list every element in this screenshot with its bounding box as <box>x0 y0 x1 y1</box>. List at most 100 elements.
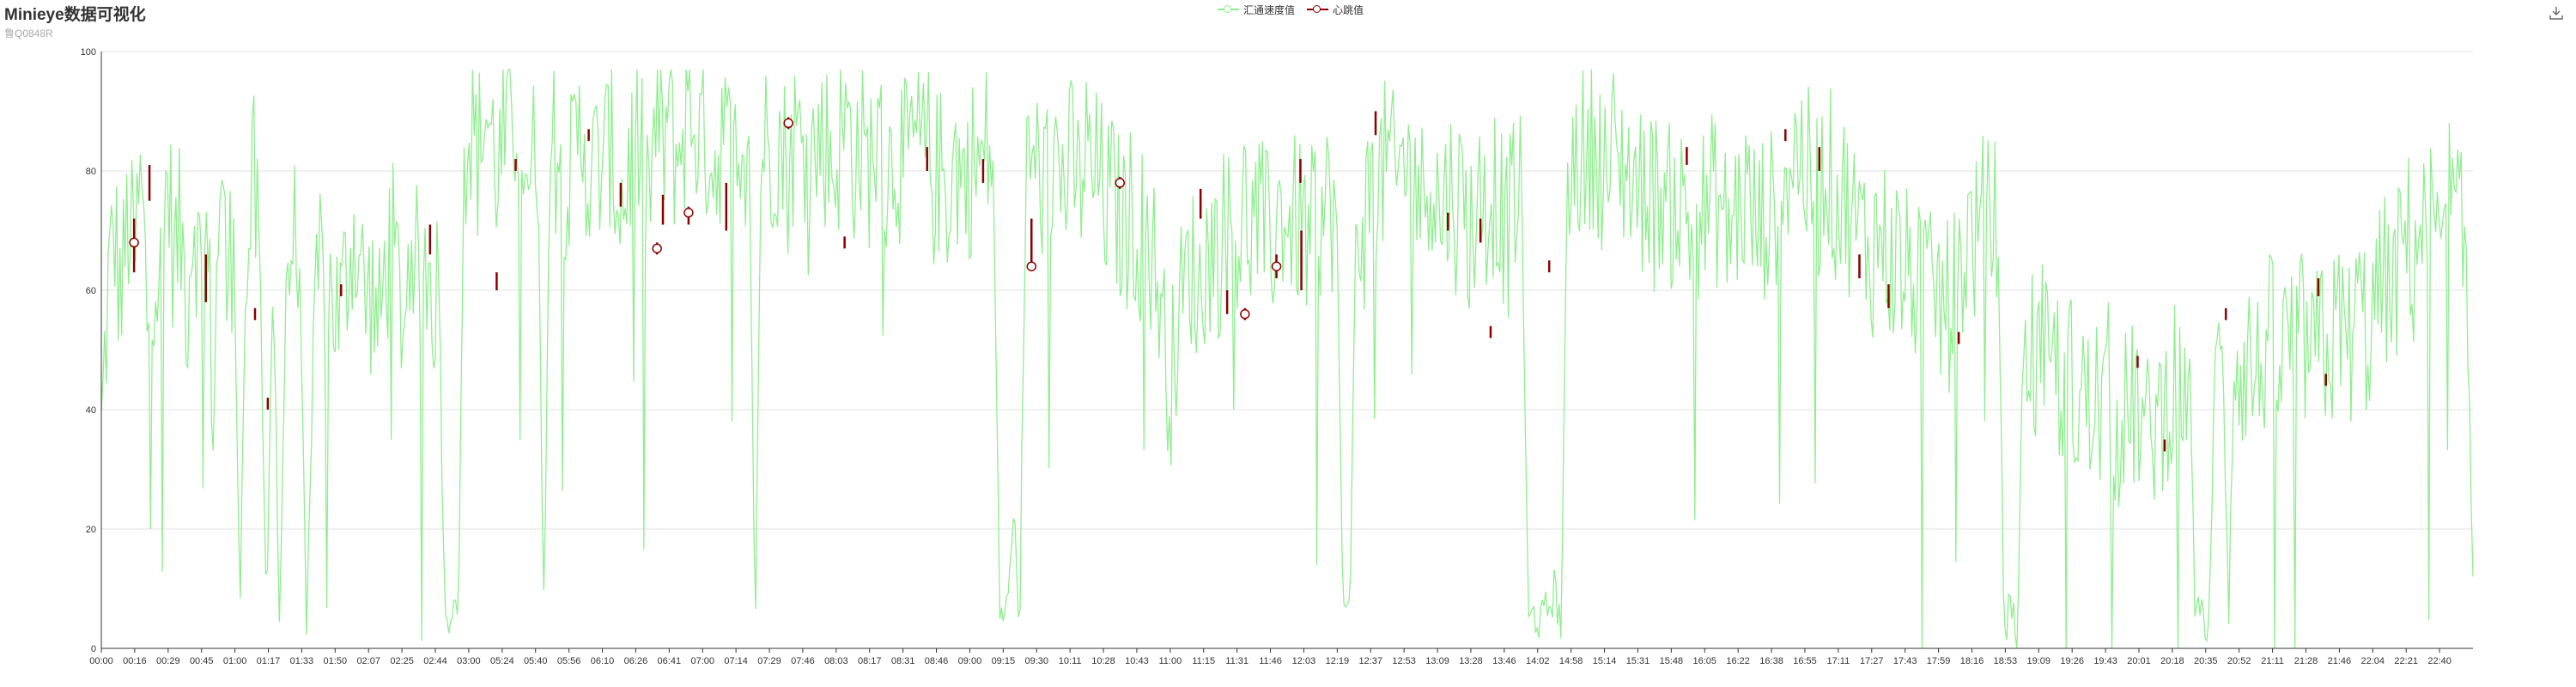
heartbeat-point <box>1026 261 1037 271</box>
heartbeat-series <box>129 111 2328 452</box>
heartbeat-point <box>1271 261 1282 271</box>
x-tick-label: 09:00 <box>958 656 982 666</box>
heartbeat-point <box>1240 309 1250 319</box>
x-tick-label: 20:01 <box>2127 656 2151 666</box>
x-tick-label: 14:58 <box>1559 656 1583 666</box>
chart-subtitle: 鲁Q0848R <box>4 27 53 40</box>
grid-layer <box>101 51 2473 649</box>
x-tick-label: 20:18 <box>2160 656 2184 666</box>
x-tick-label: 00:16 <box>123 656 147 666</box>
x-tick-label: 05:56 <box>557 656 581 666</box>
x-tick-label: 19:26 <box>2060 656 2084 666</box>
x-tick-label: 22:21 <box>2394 656 2418 666</box>
x-tick-label: 00:29 <box>156 656 180 666</box>
x-tick-label: 07:14 <box>724 656 748 666</box>
legend-label-heartbeat: 心跳值 <box>1333 3 1364 16</box>
x-tick-label: 07:29 <box>757 656 781 666</box>
y-tick-label: 0 <box>91 644 96 654</box>
x-tick-label: 05:24 <box>490 656 514 666</box>
axis-layer: 0 20 40 60 80 100 00:00 00:16 00:29 00:45 01:00 01:… <box>81 47 2473 666</box>
x-tick-label: 11:46 <box>1259 656 1282 666</box>
x-tick-label: 17:59 <box>1927 656 1951 666</box>
chart-legend: 汇通速度值 心跳值 <box>1218 2 1364 17</box>
x-tick-label: 10:28 <box>1091 656 1115 666</box>
x-tick-label: 10:43 <box>1125 656 1149 666</box>
x-tick-label: 11:31 <box>1225 656 1249 666</box>
x-tick-label: 13:28 <box>1459 656 1483 666</box>
x-tick-label: 20:35 <box>2194 656 2218 666</box>
download-icon[interactable] <box>2549 5 2564 21</box>
x-tick-label: 17:27 <box>1860 656 1884 666</box>
x-tick-label: 06:41 <box>658 656 682 666</box>
x-tick-label: 08:17 <box>858 656 882 666</box>
x-tick-label: 12:53 <box>1392 656 1416 666</box>
x-tick-label: 21:28 <box>2294 656 2318 666</box>
y-tick-label: 80 <box>86 167 96 177</box>
y-tick-label: 20 <box>86 525 96 535</box>
x-tick-label: 09:15 <box>992 656 1016 666</box>
x-tick-label: 01:17 <box>257 656 281 666</box>
x-tick-label: 16:55 <box>1793 656 1817 666</box>
x-tick-label: 01:00 <box>223 656 247 666</box>
x-tick-label: 05:40 <box>524 656 548 666</box>
y-tick-label: 40 <box>86 405 96 416</box>
x-tick-label: 17:43 <box>1893 656 1917 666</box>
legend-item-heartbeat[interactable]: 心跳值 <box>1307 3 1364 17</box>
x-tick-label: 07:46 <box>791 656 815 666</box>
legend-item-speed[interactable]: 汇通速度值 <box>1218 3 1295 17</box>
x-tick-label: 00:45 <box>190 656 214 666</box>
x-tick-label: 14:02 <box>1526 656 1550 666</box>
x-tick-label: 09:30 <box>1024 656 1048 666</box>
speed-series <box>100 69 2474 649</box>
heartbeat-point <box>129 237 139 248</box>
x-tick-label: 01:33 <box>290 656 314 666</box>
x-tick-label: 13:09 <box>1425 656 1449 666</box>
legend-swatch-speed <box>1218 3 1239 15</box>
x-tick-label: 21:11 <box>2261 656 2284 666</box>
x-tick-label: 12:19 <box>1326 656 1350 666</box>
x-tick-label: 17:11 <box>1827 656 1850 666</box>
x-tick-label: 15:31 <box>1626 656 1650 666</box>
legend-swatch-heartbeat <box>1307 3 1329 15</box>
x-tick-label: 16:05 <box>1693 656 1717 666</box>
x-tick-label: 08:46 <box>925 656 949 666</box>
x-tick-label: 19:43 <box>2093 656 2117 666</box>
y-tick-label: 100 <box>81 47 96 58</box>
x-tick-label: 22:40 <box>2427 656 2451 666</box>
x-tick-label: 06:10 <box>591 656 615 666</box>
x-tick-label: 22:04 <box>2361 656 2385 666</box>
x-tick-label: 18:53 <box>1994 656 2018 666</box>
x-tick-label: 18:16 <box>1960 656 1984 666</box>
x-tick-label: 10:11 <box>1059 656 1082 666</box>
x-tick-label: 11:00 <box>1158 656 1182 666</box>
x-tick-label: 19:09 <box>2027 656 2051 666</box>
x-tick-label: 02:25 <box>390 656 414 666</box>
x-tick-label: 03:00 <box>457 656 481 666</box>
x-tick-label: 11:15 <box>1192 656 1215 666</box>
heartbeat-point <box>1115 178 1126 188</box>
x-tick-label: 15:48 <box>1660 656 1684 666</box>
x-tick-label: 07:00 <box>690 656 714 666</box>
x-tick-label: 13:46 <box>1492 656 1516 666</box>
x-tick-label: 01:50 <box>324 656 348 666</box>
speed-series-line <box>100 69 2474 649</box>
x-tick-label: 16:38 <box>1759 656 1783 666</box>
x-tick-label: 15:14 <box>1593 656 1617 666</box>
x-tick-label: 12:03 <box>1292 656 1316 666</box>
chart-title: Minieye数据可视化 <box>4 6 146 24</box>
x-tick-label: 21:46 <box>2328 656 2352 666</box>
x-tick-label: 02:07 <box>356 656 380 666</box>
legend-label-speed: 汇通速度值 <box>1243 3 1296 16</box>
heartbeat-point <box>783 118 793 129</box>
x-tick-label: 08:31 <box>891 656 915 666</box>
x-tick-label: 08:03 <box>824 656 848 666</box>
x-tick-label: 20:52 <box>2227 656 2251 666</box>
x-tick-label: 00:00 <box>89 656 113 666</box>
heartbeat-point <box>683 207 694 218</box>
y-tick-label: 60 <box>86 286 96 296</box>
heartbeat-point <box>652 243 662 254</box>
x-tick-label: 06:26 <box>624 656 648 666</box>
x-tick-label: 12:37 <box>1358 656 1382 666</box>
x-tick-label: 16:22 <box>1726 656 1750 666</box>
